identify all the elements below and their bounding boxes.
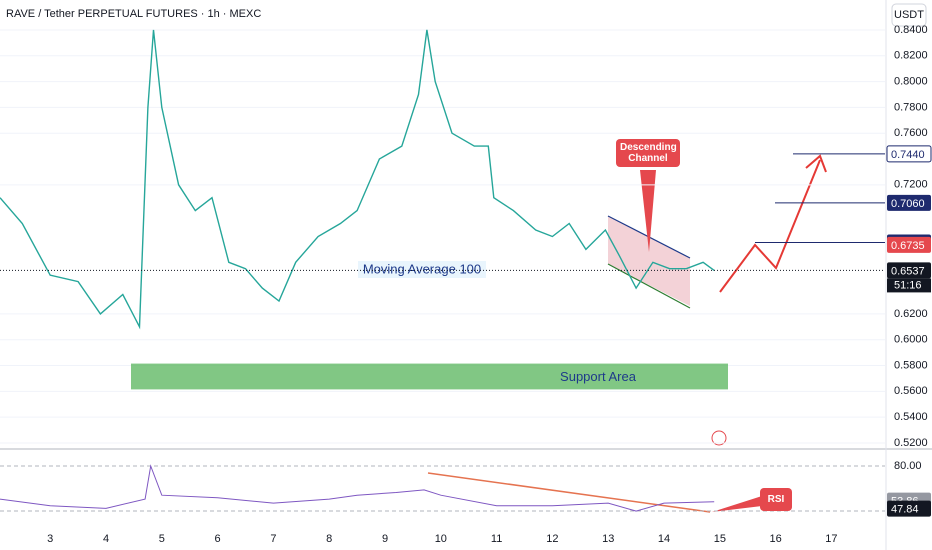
rsi-callout: RSI xyxy=(760,488,792,511)
ma-label-bg xyxy=(358,261,486,278)
price-badge xyxy=(887,194,931,211)
price-badge-text: 0.6735 xyxy=(891,240,925,252)
price-badge xyxy=(887,236,931,253)
y-tick-label: 0.8400 xyxy=(894,24,928,36)
y-tick-label: 0.5800 xyxy=(894,359,928,371)
callout-pointer xyxy=(712,496,762,512)
ma-label: Moving Average 100 xyxy=(363,261,481,276)
y-tick-label: 0.6000 xyxy=(894,334,928,346)
x-tick-label: 17 xyxy=(825,533,837,545)
x-tick-label: 4 xyxy=(103,533,109,545)
y-tick-label: 0.5600 xyxy=(894,385,928,397)
x-tick-label: 13 xyxy=(602,533,614,545)
x-tick-label: 6 xyxy=(215,533,221,545)
price-badge-text: 0.6537 xyxy=(891,265,925,277)
y-tick-label: 0.8000 xyxy=(894,75,928,87)
x-tick-label: 11 xyxy=(491,533,502,545)
countdown-badge xyxy=(887,278,931,293)
support-zone xyxy=(131,363,728,390)
price-badge-text: 0.7440 xyxy=(891,149,925,161)
currency-box[interactable] xyxy=(891,3,927,27)
countdown: 51:16 xyxy=(894,279,922,291)
y-tick-label: 0.8200 xyxy=(894,50,928,62)
x-tick-label: 8 xyxy=(326,533,332,545)
y-tick-label: 0.5400 xyxy=(894,411,928,423)
x-tick-label: 10 xyxy=(435,533,447,545)
x-tick-label: 12 xyxy=(546,533,558,545)
price-line xyxy=(0,29,715,330)
chart-title: RAVE / Tether PERPETUAL FUTURES · 1h · M… xyxy=(6,8,261,20)
y-tick-label: 0.7600 xyxy=(894,127,928,139)
y-tick-label: 0.7200 xyxy=(894,179,928,191)
x-tick-label: 9 xyxy=(382,533,388,545)
projection-path xyxy=(719,159,821,293)
x-tick-label: 7 xyxy=(270,533,276,545)
x-tick-label: 16 xyxy=(770,533,782,545)
channel-bottom xyxy=(607,263,691,309)
alert-icon[interactable] xyxy=(711,430,727,446)
x-tick-label: 3 xyxy=(47,533,53,545)
price-badge xyxy=(887,262,931,279)
support-label: Support Area xyxy=(560,369,637,384)
channel-callout: Descending Channel xyxy=(616,139,680,167)
projection-arrow xyxy=(805,154,827,173)
channel-fill xyxy=(608,216,690,306)
currency: USDT xyxy=(894,9,924,21)
y-tick-label: 0.5200 xyxy=(894,437,928,449)
callout-pointer xyxy=(640,170,656,252)
x-tick-label: 15 xyxy=(714,533,726,545)
price-badge-text: 0.7060 xyxy=(891,198,925,210)
rsi-trendline xyxy=(427,472,711,513)
y-tick-label: 0.6200 xyxy=(894,308,928,320)
x-tick-label: 14 xyxy=(658,533,670,545)
rsi-line xyxy=(0,464,715,512)
y-tick-label: 0.7800 xyxy=(894,101,928,113)
x-tick-label: 5 xyxy=(159,533,165,545)
y-tick-label: 80.00 xyxy=(894,460,922,472)
price-badge xyxy=(887,500,931,517)
price-badge-text: 47.84 xyxy=(891,504,919,516)
price-badge xyxy=(886,145,932,163)
